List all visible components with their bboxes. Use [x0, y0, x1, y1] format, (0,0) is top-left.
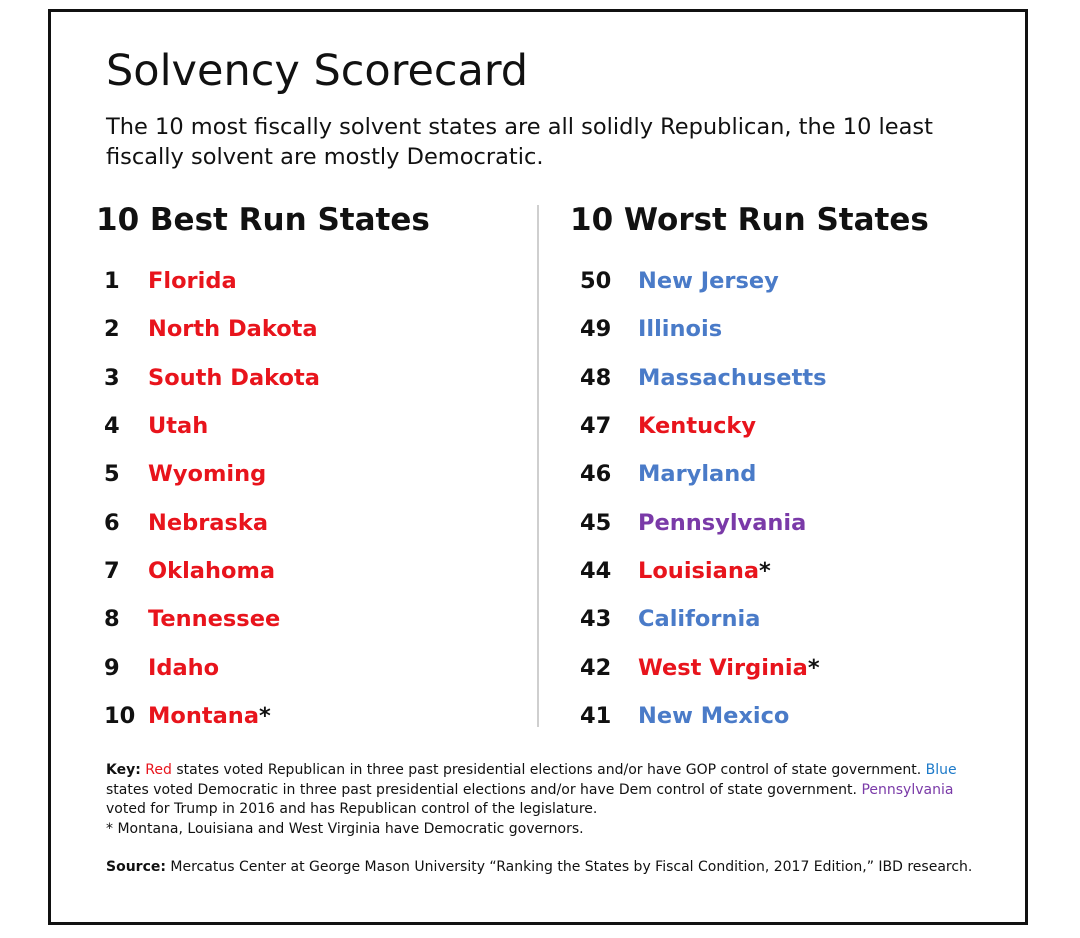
state-name: Louisiana — [638, 557, 760, 584]
state-name: West Virginia — [638, 654, 808, 681]
key-label: Key: — [106, 762, 141, 778]
state-row: 2 North Dakota — [104, 305, 320, 353]
subtitle: The 10 most fiscally solvent states are … — [106, 114, 933, 170]
state-row: 43 California — [580, 595, 826, 643]
state-name: Montana — [148, 702, 260, 729]
key-red-word: Red — [145, 762, 172, 778]
state-row: 7 Oklahoma — [104, 547, 320, 595]
state-rank: 41 — [580, 702, 612, 729]
state-rank: 45 — [580, 509, 612, 536]
best-states-heading: 10 Best Run States — [96, 202, 430, 238]
state-row: 49 Illinois — [580, 305, 826, 353]
state-name: Tennessee — [148, 606, 281, 633]
state-name: Pennsylvania — [638, 509, 807, 536]
footnote-asterisk: * — [259, 702, 271, 729]
key-footnote: * Montana, Louisiana and West Virginia h… — [106, 820, 584, 837]
state-rank: 2 — [104, 316, 120, 343]
state-row: 48 Massachusetts — [580, 354, 826, 402]
state-rank: 8 — [104, 606, 120, 633]
state-row: 47 Kentucky — [580, 402, 826, 450]
state-rank: 47 — [580, 413, 612, 440]
state-rank: 43 — [580, 606, 612, 633]
state-row: 9 Idaho — [104, 643, 320, 691]
key-blue-text: states voted Democratic in three past pr… — [106, 781, 862, 798]
state-name: Kentucky — [638, 413, 757, 440]
state-name: Idaho — [148, 654, 220, 681]
key-blue-word: Blue — [925, 762, 957, 778]
state-row: 44 Louisiana * — [580, 547, 826, 595]
page-title: Solvency Scorecard — [106, 46, 529, 96]
state-name: Utah — [148, 413, 209, 440]
state-row: 1 Florida — [104, 257, 320, 305]
state-name: Illinois — [638, 316, 723, 343]
state-name: California — [638, 606, 761, 633]
state-name: Wyoming — [148, 461, 267, 488]
state-rank: 49 — [580, 316, 612, 343]
state-row: 5 Wyoming — [104, 450, 320, 498]
state-name: North Dakota — [148, 316, 318, 343]
column-divider — [537, 205, 539, 727]
source-note: Source: Mercatus Center at George Mason … — [106, 858, 986, 878]
state-name: Florida — [148, 268, 237, 295]
state-row: 41 New Mexico — [580, 692, 826, 740]
state-row: 10 Montana * — [104, 692, 320, 740]
key-note: Key: Red states voted Republican in thre… — [106, 761, 986, 839]
state-rank: 44 — [580, 557, 612, 584]
worst-states-list: 50 New Jersey 49 Illinois 48 Massachusetts 47 K… — [580, 257, 826, 740]
state-rank: 10 — [104, 702, 136, 729]
state-rank: 5 — [104, 461, 120, 488]
state-rank: 50 — [580, 268, 612, 295]
state-name: Massachusetts — [638, 364, 827, 391]
state-rank: 6 — [104, 509, 120, 536]
source-text: Mercatus Center at George Mason Universi… — [165, 859, 973, 875]
key-purple-text: voted for Trump in 2016 and has Republic… — [106, 801, 598, 817]
state-row: 50 New Jersey — [580, 257, 826, 305]
state-rank: 42 — [580, 654, 612, 681]
state-row: 8 Tennessee — [104, 595, 320, 643]
state-row: 45 Pennsylvania — [580, 498, 826, 546]
state-rank: 4 — [104, 413, 120, 440]
state-rank: 48 — [580, 364, 612, 391]
state-rank: 3 — [104, 364, 120, 391]
footnote-asterisk: * — [807, 654, 820, 681]
state-name: South Dakota — [148, 364, 320, 391]
state-rank: 9 — [104, 654, 120, 681]
footnote-asterisk: * — [759, 557, 771, 584]
state-name: Nebraska — [148, 509, 269, 536]
state-rank: 7 — [104, 557, 120, 584]
state-name: Maryland — [638, 461, 757, 488]
state-row: 46 Maryland — [580, 450, 826, 498]
worst-states-heading: 10 Worst Run States — [570, 202, 929, 238]
state-rank: 1 — [104, 268, 120, 295]
state-name: Oklahoma — [148, 557, 276, 584]
key-red-text: states voted Republican in three past pr… — [171, 762, 926, 778]
source-label: Source: — [106, 859, 166, 875]
best-states-list: 1 Florida 2 North Dakota 3 South Dakota 4 Utah 5… — [104, 257, 320, 740]
state-row: 3 South Dakota — [104, 354, 320, 402]
state-rank: 46 — [580, 461, 612, 488]
state-row: 4 Utah — [104, 402, 320, 450]
state-name: New Jersey — [638, 268, 779, 295]
state-row: 42 West Virginia * — [580, 643, 826, 691]
state-row: 6 Nebraska — [104, 498, 320, 546]
state-name: New Mexico — [638, 702, 790, 729]
key-purple-word: Pennsylvania — [861, 781, 954, 798]
